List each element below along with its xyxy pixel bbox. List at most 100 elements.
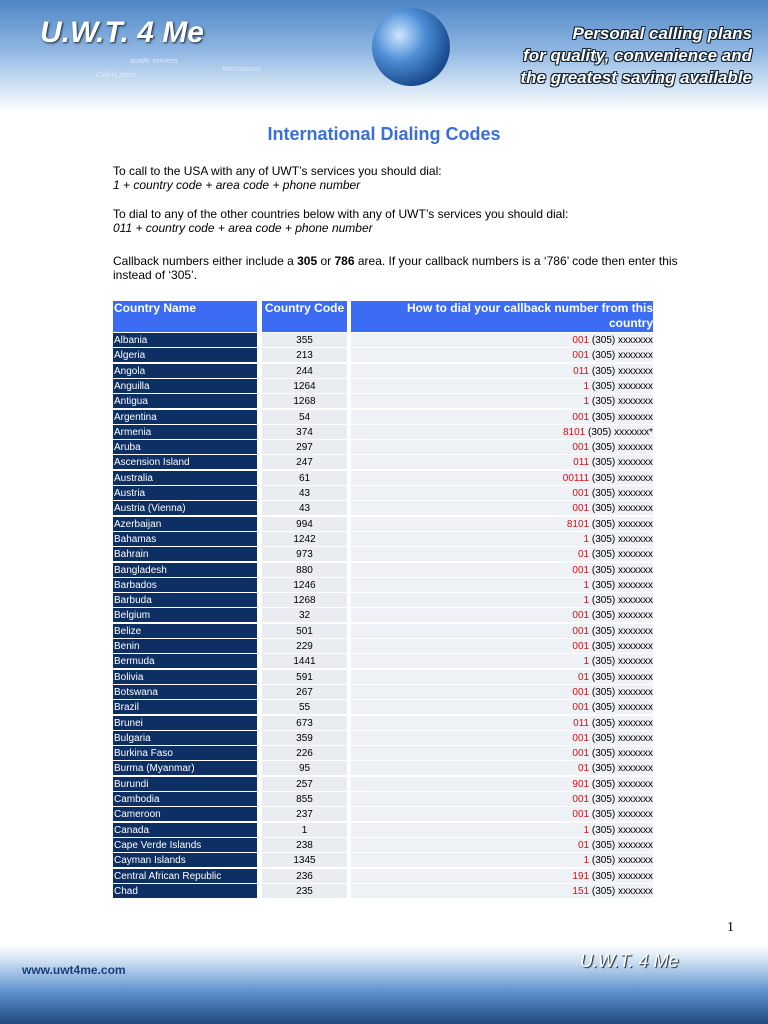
dial-cell: 011 (305) xxxxxxx — [351, 363, 653, 378]
dial-prefix: 001 — [572, 350, 590, 362]
formula: 1 + country code + area code + phone num… — [113, 178, 361, 192]
dial-cell: 011 (305) xxxxxxx — [351, 455, 653, 470]
dial-prefix: 001 — [572, 335, 590, 346]
header-banner: U.W.T. 4 Me quality services Internation… — [0, 0, 768, 112]
dial-number: (305) xxxxxxx — [591, 702, 653, 714]
dial-cell: 001 (305) xxxxxxx — [351, 639, 653, 653]
dial-cell: 011 (305) xxxxxxx — [351, 715, 653, 730]
dial-prefix: 1 — [583, 595, 590, 607]
dial-cell: 901 (305) xxxxxxx — [351, 776, 653, 791]
country-code: 973 — [262, 547, 347, 562]
dial-number: (305) xxxxxxx — [591, 411, 653, 423]
country-name: Bolivia — [113, 669, 257, 684]
country-code: 1441 — [262, 654, 347, 669]
callback-note: Callback numbers either include a 305 or… — [113, 254, 713, 282]
dial-cell: 01 (305) xxxxxxx — [351, 669, 653, 684]
country-code: 95 — [262, 761, 347, 776]
header-cell: Country Code — [262, 301, 347, 332]
dial-cell: 191 (305) xxxxxxx — [351, 868, 653, 883]
header-cell: How to dial your callback number from th… — [351, 301, 653, 332]
dial-prefix: 01 — [577, 671, 590, 683]
text: or — [317, 254, 335, 268]
country-name: Burma (Myanmar) — [113, 761, 257, 776]
dial-number: (305) xxxxxxx — [591, 503, 653, 515]
country-name: Canada — [113, 822, 257, 837]
dial-prefix: 1 — [583, 824, 590, 836]
dial-number: (305) xxxxxxx* — [587, 426, 653, 438]
dial-number: (305) xxxxxxx — [591, 870, 653, 882]
country-code: 229 — [262, 639, 347, 653]
banner-text: quality services — [130, 58, 178, 65]
country-name: Central African Republic — [113, 868, 257, 883]
country-name: Argentina — [113, 409, 257, 424]
country-name: Aruba — [113, 440, 257, 455]
country-code: 673 — [262, 715, 347, 730]
dial-number: (305) xxxxxxx — [591, 671, 653, 683]
dial-prefix: 001 — [572, 488, 590, 499]
dial-number: (305) xxxxxxx — [591, 442, 653, 454]
area-code: 305 — [297, 254, 318, 268]
country-name: Chad — [113, 883, 257, 898]
country-code: 591 — [262, 669, 347, 684]
dial-cell: 8101 (305) xxxxxxx* — [351, 424, 653, 439]
title: International Dialing Codes — [267, 124, 501, 144]
dial-prefix: 1 — [583, 533, 590, 545]
country-name: Ascension Island — [113, 455, 257, 470]
dial-number: (305) xxxxxxx — [591, 885, 653, 897]
country-name: Bahamas — [113, 531, 257, 546]
country-name: Brunei — [113, 715, 257, 730]
country-code: 55 — [262, 700, 347, 715]
country-name: Cambodia — [113, 792, 257, 806]
dial-cell: 1 (305) xxxxxxx — [351, 654, 653, 669]
country-code: 1268 — [262, 593, 347, 608]
dial-cell: 151 (305) xxxxxxx — [351, 883, 653, 898]
country-code: 257 — [262, 776, 347, 791]
dial-number: (305) xxxxxxx — [591, 335, 653, 346]
dial-cell: 1 (305) xxxxxxx — [351, 822, 653, 837]
country-name: Benin — [113, 639, 257, 653]
dial-number: (305) xxxxxxx — [591, 595, 653, 607]
dial-prefix: 001 — [572, 610, 590, 622]
dial-number: (305) xxxxxxx — [591, 518, 653, 530]
country-code: 374 — [262, 424, 347, 439]
formula: 011 + country code + area code + phone n… — [113, 221, 373, 235]
dial-cell: 1 (305) xxxxxxx — [351, 531, 653, 546]
country-name: Belgium — [113, 608, 257, 623]
dial-cell: 01 (305) xxxxxxx — [351, 837, 653, 852]
dial-prefix: 8101 — [566, 518, 590, 530]
text: To call to the USA with any of UWT’s ser… — [113, 164, 442, 178]
country-name: Cape Verde Islands — [113, 837, 257, 852]
dial-cell: 00111 (305) xxxxxxx — [351, 470, 653, 485]
country-code: 1345 — [262, 853, 347, 868]
dial-cell: 001 (305) xxxxxxx — [351, 486, 653, 500]
dial-prefix: 151 — [572, 885, 590, 897]
country-code: 297 — [262, 440, 347, 455]
dial-prefix: 001 — [572, 702, 590, 714]
dial-number: (305) xxxxxxx — [591, 717, 653, 729]
dial-prefix: 001 — [572, 411, 590, 423]
page-number: 1 — [727, 920, 734, 935]
dial-prefix: 001 — [572, 641, 590, 652]
dial-number: (305) xxxxxxx — [591, 855, 653, 867]
country-name: Albania — [113, 333, 257, 347]
country-code: 1268 — [262, 394, 347, 409]
country-name: Australia — [113, 470, 257, 485]
country-name: Azerbaijan — [113, 516, 257, 531]
dial-number: (305) xxxxxxx — [591, 549, 653, 561]
country-name: Barbuda — [113, 593, 257, 608]
dial-prefix: 1 — [583, 396, 590, 408]
dial-prefix: 1 — [583, 656, 590, 668]
country-code: 43 — [262, 501, 347, 516]
country-name: Armenia — [113, 424, 257, 439]
dial-number: (305) xxxxxxx — [591, 564, 653, 576]
header-cell: Country Name — [113, 301, 257, 332]
dial-number: (305) xxxxxxx — [591, 748, 653, 760]
dial-prefix: 011 — [573, 365, 590, 377]
dial-number: (305) xxxxxxx — [591, 488, 653, 499]
country-name: Bangladesh — [113, 562, 257, 577]
dial-number: (305) xxxxxxx — [591, 380, 653, 392]
dial-number: (305) xxxxxxx — [591, 809, 653, 821]
dial-cell: 1 (305) xxxxxxx — [351, 378, 653, 393]
dial-cell: 001 (305) xxxxxxx — [351, 562, 653, 577]
area-code: 786 — [334, 254, 355, 268]
